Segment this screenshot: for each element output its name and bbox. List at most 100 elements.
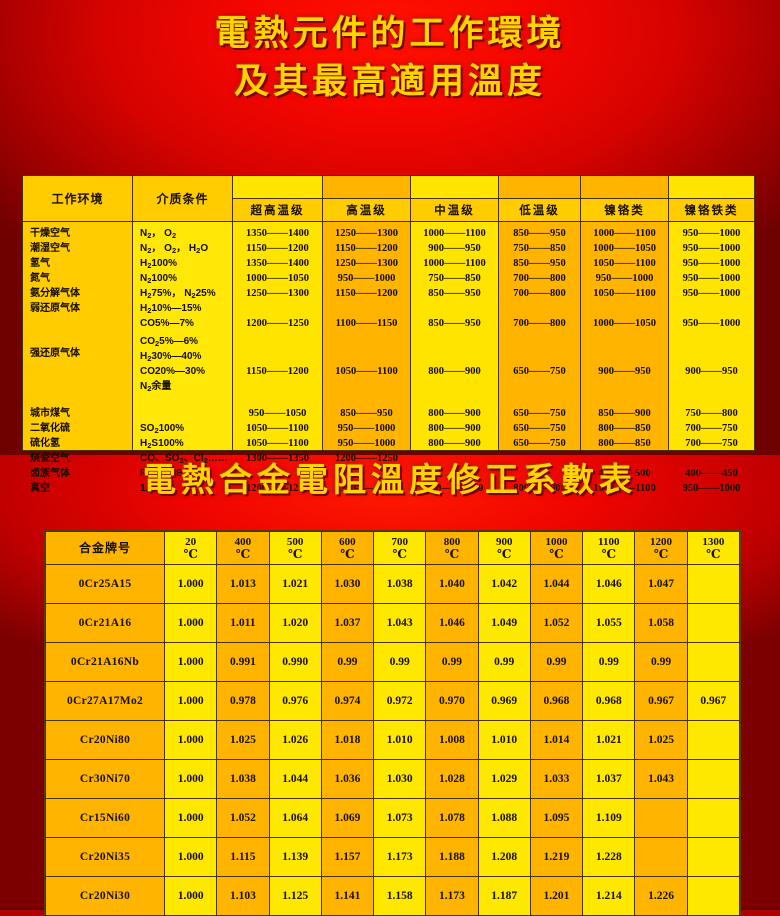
table1-medium-cell: N2， O2， H2O <box>140 243 209 255</box>
table1-column-uh: 超高温级 1350——1400 1150——1200 1350——1400 1000——… <box>233 176 323 494</box>
table1-value-cell: 850——900 <box>598 408 651 419</box>
degree-celsius-icon: ℃ <box>601 547 616 561</box>
temp-value: 1100 <box>598 536 620 548</box>
table2-cell-value: 0.969 <box>477 681 531 721</box>
table1-value-cell: 850——950 <box>513 258 566 269</box>
table2-cell-value: 1.043 <box>634 759 688 799</box>
table1-value-cell: 950——1000 <box>682 483 741 494</box>
table2-cell-value: 1.055 <box>582 603 636 643</box>
table1-value-cell: 800——900 <box>513 483 566 494</box>
table2-cell-value: 1.073 <box>373 798 427 838</box>
table1-environment-cell: 硫化氢 <box>30 438 60 449</box>
page-title-line1: 電熱元件的工作環境 <box>214 13 566 54</box>
working-environment-table: 铁 铬 铝 系 合 金镍铬、镍铬铁系合金工作环境干燥空气潮湿空气氢气氮气氨分解气… <box>22 175 755 494</box>
table2-cell-value: 1.044 <box>268 759 322 799</box>
table2-cell-value: 1.064 <box>268 798 322 838</box>
table2-cell-value: 1.049 <box>477 603 531 643</box>
table-row: Cr30Ni70 1.000 1.038 1.044 1.036 1.030 1.028 1.… <box>45 759 741 799</box>
table2-cell-brand: 0Cr21A16 <box>45 603 165 643</box>
table2-cell-value: 1.115 <box>216 837 270 877</box>
table1-value-cell: 800——850 <box>598 438 651 449</box>
table1-value-cell: 900——950 <box>685 366 738 377</box>
table1-header-mid: 中温级 <box>411 198 498 222</box>
table2-header-temp-700: 700 ℃ <box>373 531 427 565</box>
table1-value-cell: 1100——1150 <box>335 483 398 494</box>
table1-header-ncr: 镍铬类 <box>581 198 668 222</box>
table2-header-temp-20: 20 ℃ <box>163 531 218 565</box>
table2-cell-value: 1.043 <box>373 603 427 643</box>
table1-environment-cell: 城市煤气 <box>30 408 70 419</box>
table1-value-cell: 1000——1100 <box>593 228 656 239</box>
table2-cell-value: 1.014 <box>529 720 584 760</box>
table1-column-ncr: 镍铬类 1000——1100 1000——1050 1050——1100 950——10… <box>581 176 669 494</box>
table1-value-cell: 950——1000 <box>337 438 396 449</box>
table1-value-cell: 1150——1200 <box>335 288 398 299</box>
temp-value: 1000 <box>545 536 568 548</box>
table-row: Cr20Ni30 1.000 1.103 1.125 1.141 1.158 1.173 1.… <box>45 876 741 916</box>
table2-body: 0Cr25A15 1.000 1.013 1.021 1.030 1.038 1.040 1.… <box>45 564 741 916</box>
table1-environment-cell: 氮气 <box>30 273 50 284</box>
table-row: Cr20Ni35 1.000 1.115 1.139 1.157 1.173 1.188 1.… <box>45 837 741 877</box>
table1-value-cell: 1350——1400 <box>246 258 309 269</box>
table1-value-cell: 750——850 <box>513 243 566 254</box>
table1-value-cell: 450——500 <box>598 468 651 479</box>
table1-value-cell: 1350——1400 <box>246 228 309 239</box>
table1-value-cell: 1150——1200 <box>335 243 398 254</box>
table1-value-cell: 950——1000 <box>682 318 741 329</box>
table2-cell-value: 1.228 <box>582 837 636 877</box>
degree-celsius-icon: ℃ <box>287 547 303 561</box>
table2-header-brand: 合金牌号 <box>45 531 165 565</box>
table1-value-cell: 1050——1100 <box>246 438 309 449</box>
table1-value-cell: 700——750 <box>685 438 738 449</box>
table2-cell-value: 1.000 <box>163 876 218 916</box>
table2-cell-value: 1.000 <box>163 642 218 682</box>
table2-cell-value: 1.000 <box>163 798 218 838</box>
table2-cell-value: 1.078 <box>425 798 479 838</box>
table1-value-cell: 650——750 <box>513 438 566 449</box>
degree-celsius-icon: ℃ <box>497 547 512 561</box>
table2-cell-value: 1.000 <box>163 720 218 760</box>
table1-column-ncf: 镍铬铁类 950——1000 950——1000 950——1000 950——1000… <box>669 176 754 494</box>
table2-header-temp-800: 800 ℃ <box>425 531 479 565</box>
table1-header-env: 工作环境 <box>23 176 132 222</box>
table2-cell-value: 1.010 <box>477 720 531 760</box>
table1-environment-cell: 弱还原气体 <box>30 303 80 314</box>
table1-environment-cell: 卤族气体 <box>30 468 70 479</box>
table2-cell-value: 1.000 <box>163 603 218 643</box>
degree-celsius-icon: ℃ <box>183 547 198 561</box>
table1-medium-cell: CO20%—30% <box>140 366 206 377</box>
table2-cell-brand: Cr30Ni70 <box>45 759 165 799</box>
table1-value-cell: 750——850 <box>428 273 481 284</box>
table2-cell-value: 1.052 <box>529 603 584 643</box>
table2-cell-value: 0.967 <box>686 681 741 721</box>
table1-value-cell: 950——1000 <box>682 273 741 284</box>
table1-medium-cell: H2100% <box>140 258 177 270</box>
table2-cell-value: 1.000 <box>163 837 218 877</box>
table1-value-cell: 900——1000 <box>425 483 484 494</box>
table2-cell-brand: Cr20Ni35 <box>45 837 165 877</box>
table2-cell-value: 1.058 <box>634 603 688 643</box>
table1-value-cell: 850——950 <box>513 228 566 239</box>
degree-celsius-icon: ℃ <box>444 547 460 561</box>
table1-medium-cell: F、Cl、Br、I <box>140 468 200 479</box>
table1-header-med: 介质条件 <box>133 176 232 222</box>
table2-header-temp-1300: 1300 ℃ <box>686 531 741 565</box>
table2-cell-value: 1.021 <box>582 720 636 760</box>
table1-medium-cell: H2S100% <box>140 438 184 450</box>
resistance-correction-table: 合金牌号 20 ℃ 400 ℃ 500 ℃ 600 ℃ 700 ℃ 800 ℃ 900 ℃ 1000 ℃ 1100… <box>45 531 741 916</box>
table1-column-low: 低温级 850——950 750——850 850——950 700——800 700——… <box>499 176 581 494</box>
table2-head: 合金牌号 20 ℃ 400 ℃ 500 ℃ 600 ℃ 700 ℃ 800 ℃ 900 ℃ 1000 ℃ 1100… <box>45 531 741 565</box>
table2-header-temp-500: 500 ℃ <box>268 531 322 565</box>
table1-cells-uh: 1350——1400 1150——1200 1350——1400 1000——1050… <box>233 222 322 494</box>
table2-cell-value <box>686 564 741 604</box>
table2-cell-value: 1.038 <box>373 564 427 604</box>
table2-cell-value: 0.976 <box>268 681 322 721</box>
table2-cell-value: 0.99 <box>373 642 427 682</box>
table-row: Cr15Ni60 1.000 1.052 1.064 1.069 1.073 1.078 1.… <box>45 798 741 838</box>
table2-cell-brand: 0Cr25A15 <box>45 564 165 604</box>
table1-value-cell: 400——450 <box>685 468 738 479</box>
table2-cell-value: 0.99 <box>634 642 688 682</box>
table2-cell-value: 1.201 <box>529 876 584 916</box>
table1-column-med: 介质条件 N2， O2 N2， O2， H2O H2100% N2100% H275%， … <box>133 176 233 494</box>
